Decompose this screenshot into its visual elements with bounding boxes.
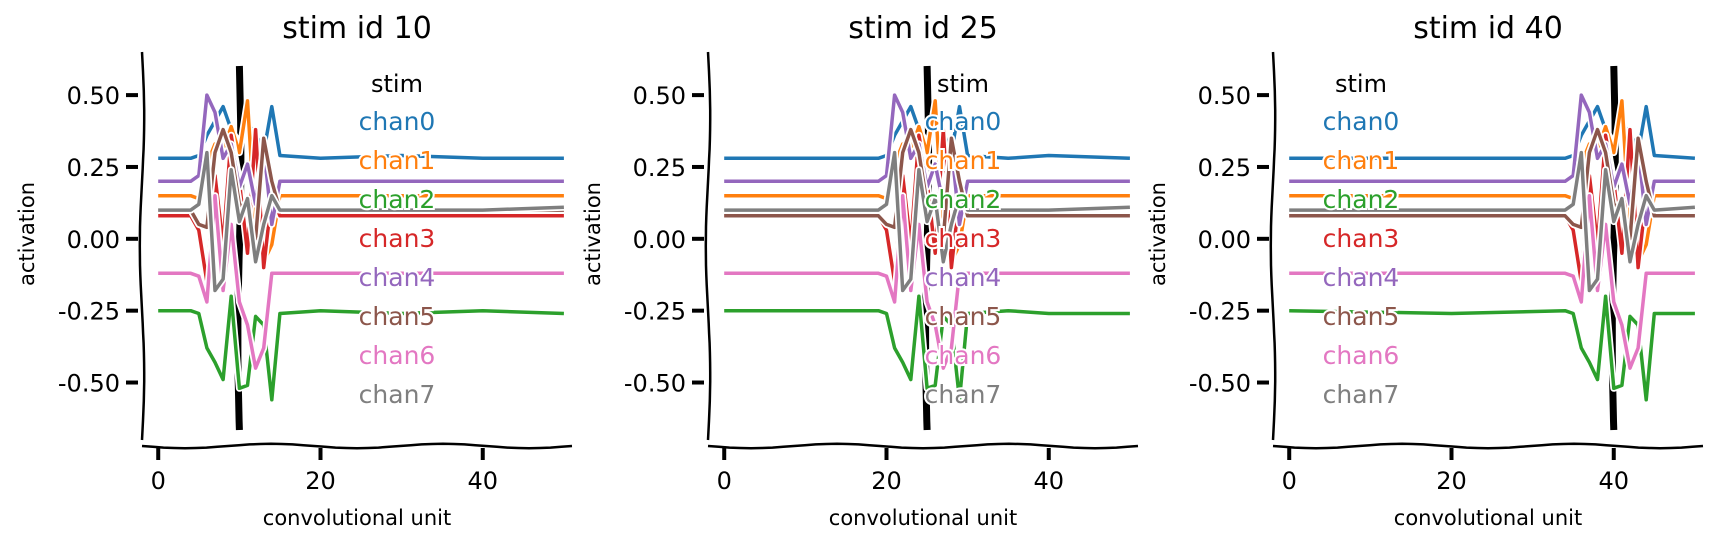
y-tick-label: -0.50 bbox=[1189, 370, 1251, 398]
y-tick-label: -0.50 bbox=[58, 370, 120, 398]
x-tick-label: 20 bbox=[871, 467, 902, 495]
x-axis-label: convolutional unit bbox=[829, 506, 1017, 530]
y-tick-label: -0.25 bbox=[1189, 298, 1251, 326]
y-tick-label: 0.00 bbox=[67, 226, 120, 254]
y-axis-line bbox=[704, 51, 712, 441]
y-axis-label: activation bbox=[581, 182, 605, 286]
y-tick-label: 0.25 bbox=[633, 154, 686, 182]
legend-title: stim bbox=[1335, 70, 1387, 98]
series-line-chan2 bbox=[1289, 294, 1695, 402]
legend-title: stim bbox=[371, 70, 423, 98]
legend-entry-chan5: chan5 bbox=[359, 302, 436, 331]
y-axis-label: activation bbox=[1146, 182, 1170, 286]
y-axis-line bbox=[138, 51, 146, 441]
x-axis-label: convolutional unit bbox=[263, 506, 451, 530]
legend-entry-chan4: chan4 bbox=[1323, 263, 1400, 292]
legend-entry-chan0: chan0 bbox=[925, 107, 1002, 136]
legend-entry-chan5: chan5 bbox=[925, 302, 1002, 331]
x-tick-label: 0 bbox=[717, 467, 732, 495]
y-tick-label: 0.00 bbox=[633, 226, 686, 254]
legend-title: stim bbox=[937, 70, 989, 98]
legend-entry-chan7: chan7 bbox=[1323, 380, 1400, 409]
chart-title: stim id 40 bbox=[1413, 11, 1563, 46]
series-line-chan4 bbox=[158, 93, 564, 227]
y-tick-label: 0.50 bbox=[67, 82, 120, 110]
y-tick-label: -0.25 bbox=[624, 298, 686, 326]
y-axis-label: activation bbox=[15, 182, 39, 286]
x-axis-line bbox=[141, 442, 573, 450]
y-tick-label: 0.25 bbox=[67, 154, 120, 182]
x-tick-label: 40 bbox=[467, 467, 498, 495]
legend-entry-chan1: chan1 bbox=[1323, 146, 1400, 175]
x-tick-label: 20 bbox=[305, 467, 336, 495]
chart-title: stim id 25 bbox=[848, 11, 998, 46]
legend-entry-chan5: chan5 bbox=[1323, 302, 1400, 331]
legend-entry-chan4: chan4 bbox=[925, 263, 1002, 292]
x-tick-label: 40 bbox=[1033, 467, 1064, 495]
series-line-chan6 bbox=[724, 193, 1130, 370]
legend-entry-chan2: chan2 bbox=[359, 185, 436, 214]
series-line-chan3 bbox=[158, 127, 564, 284]
x-tick-label: 0 bbox=[1282, 467, 1297, 495]
series-line-chan7 bbox=[724, 150, 1130, 293]
series-line-chan7 bbox=[158, 150, 564, 293]
legend-entry-chan1: chan1 bbox=[925, 146, 1002, 175]
legend-entry-chan2: chan2 bbox=[1323, 185, 1400, 214]
x-axis-line bbox=[1272, 442, 1704, 450]
legend-entry-chan6: chan6 bbox=[359, 341, 436, 370]
legend-entry-chan3: chan3 bbox=[925, 224, 1002, 253]
chart-panel-2: stim id 25 0.50 0.25 0.00 -0.25 -0.50 0 20 40 con… bbox=[581, 11, 1139, 530]
y-tick-label: 0.50 bbox=[1198, 82, 1251, 110]
series-line-chan6 bbox=[158, 193, 564, 370]
legend-entry-chan6: chan6 bbox=[925, 341, 1002, 370]
legend-entry-chan0: chan0 bbox=[1323, 107, 1400, 136]
x-tick-label: 20 bbox=[1436, 467, 1467, 495]
y-tick-label: 0.25 bbox=[1198, 154, 1251, 182]
legend-entry-chan1: chan1 bbox=[359, 146, 436, 175]
legend-entry-chan6: chan6 bbox=[1323, 341, 1400, 370]
y-tick-label: 0.00 bbox=[1198, 226, 1251, 254]
legend-entry-chan2: chan2 bbox=[925, 185, 1002, 214]
y-tick-label: -0.50 bbox=[624, 370, 686, 398]
series-line-chan2 bbox=[724, 294, 1130, 402]
x-tick-label: 0 bbox=[151, 467, 166, 495]
chart-title: stim id 10 bbox=[282, 11, 432, 46]
legend-entry-chan4: chan4 bbox=[359, 263, 436, 292]
series-line-chan2 bbox=[158, 294, 564, 402]
chart-panel-3: stim id 40 0.50 0.25 0.00 -0.25 -0.50 0 20 40 con… bbox=[1146, 11, 1704, 530]
x-tick-label: 40 bbox=[1598, 467, 1629, 495]
y-tick-label: -0.25 bbox=[58, 298, 120, 326]
y-axis-line bbox=[1269, 51, 1277, 441]
series-line-chan5 bbox=[1289, 127, 1695, 241]
series-line-chan4 bbox=[724, 93, 1130, 227]
legend-entry-chan7: chan7 bbox=[359, 380, 436, 409]
series-line-chan7 bbox=[1289, 150, 1696, 293]
series-line-chan6 bbox=[1289, 193, 1695, 370]
y-tick-label: 0.50 bbox=[633, 82, 686, 110]
legend-entry-chan3: chan3 bbox=[1323, 224, 1400, 253]
legend-entry-chan3: chan3 bbox=[359, 224, 436, 253]
x-axis-label: convolutional unit bbox=[1394, 506, 1582, 530]
legend-entry-chan0: chan0 bbox=[359, 107, 436, 136]
x-axis-line bbox=[707, 442, 1139, 450]
legend-entry-chan7: chan7 bbox=[925, 380, 1002, 409]
chart-panel-1: stim id 10 0.50 0.25 0.00 -0.25 -0.50 0 20 40 con… bbox=[15, 11, 573, 530]
